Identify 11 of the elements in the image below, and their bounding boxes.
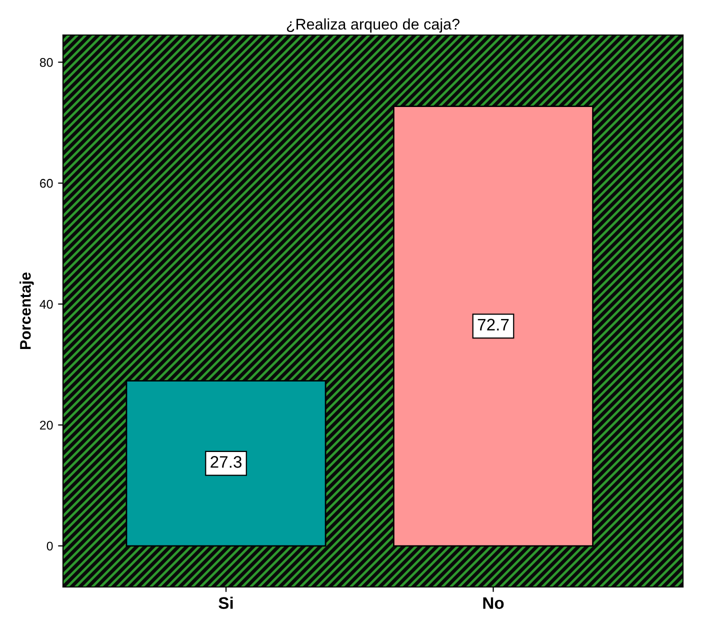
y-tick-label: 20 xyxy=(40,420,53,430)
chart-title: ¿Realiza arqueo de caja? xyxy=(286,18,460,33)
x-tick-label: Si xyxy=(218,596,233,609)
y-tick-label: 60 xyxy=(40,178,53,188)
y-tick-label: 40 xyxy=(40,300,53,309)
data-label: 72.7 xyxy=(478,318,509,330)
y-tick-label: 80 xyxy=(40,58,53,67)
y-tick-label: 0 xyxy=(46,542,53,551)
x-tick-label: No xyxy=(483,597,504,609)
y-axis-title: Porcentaje xyxy=(20,272,34,350)
data-label: 27.3 xyxy=(210,456,242,468)
